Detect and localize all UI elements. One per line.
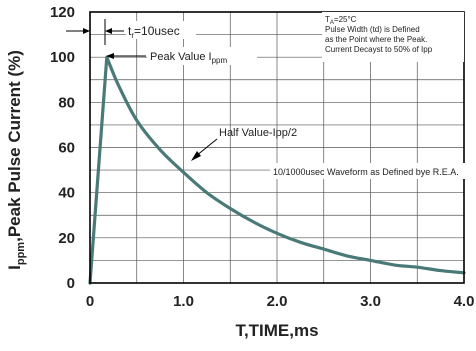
conditions-box-bg xyxy=(322,12,464,62)
x-axis-label: T,TIME,ms xyxy=(235,321,318,340)
x-tick-label: 4.0 xyxy=(454,293,475,310)
rise-time-arrowhead-left xyxy=(83,28,90,34)
peak-value-annotation: Peak Value Ippm xyxy=(106,47,257,65)
rise-time-label-bg xyxy=(126,21,196,39)
y-tick-label: 60 xyxy=(58,140,75,157)
peak-value-label: Peak Value Ippm xyxy=(150,51,227,65)
x-tick-label: 0 xyxy=(86,293,94,310)
waveform-note-bg xyxy=(270,163,465,179)
y-axis-label-rest: ,Peak Pulse Current (%) xyxy=(5,50,24,242)
rise-time-label: tr=10usec xyxy=(128,24,180,40)
y-tick-label: 100 xyxy=(50,49,75,66)
conditions-line-4: Current Decayst to 50% of Ipp xyxy=(325,45,433,54)
half-value-annotation: Half Value-Ipp/2 xyxy=(191,127,297,161)
conditions-line-2: Pulse Width (td) is Defined xyxy=(325,25,420,34)
conditions-line-1: TA=25°C xyxy=(325,15,357,26)
y-tick-label: 120 xyxy=(50,4,75,21)
x-tick-label: 3.0 xyxy=(360,293,381,310)
y-axis-label: Ippm,Peak Pulse Current (%) xyxy=(5,50,27,270)
y-tick-label: 40 xyxy=(58,185,75,202)
x-tick-labels: 0 1.0 2.0 3.0 4.0 xyxy=(86,293,475,310)
series-line xyxy=(88,55,466,285)
y-tick-labels: 0 20 40 60 80 100 120 xyxy=(50,4,75,292)
x-tick-label: 1.0 xyxy=(173,293,194,310)
peak-label-bg xyxy=(147,47,257,65)
conditions-box: TA=25°C Pulse Width (td) is Defined as t… xyxy=(322,12,464,62)
half-value-arrowhead xyxy=(191,151,201,161)
conditions-line-3: as the Point where the Peak. xyxy=(325,35,427,44)
half-value-arrow-line xyxy=(195,138,218,157)
rise-time-arrowhead-right xyxy=(105,28,112,34)
rise-time-annotation: tr=10usec xyxy=(66,19,196,45)
y-axis-label-main: I xyxy=(5,265,24,270)
y-tick-label: 20 xyxy=(58,230,75,247)
x-tick-label: 2.0 xyxy=(267,293,288,310)
series-layer xyxy=(88,55,466,285)
half-value-label: Half Value-Ipp/2 xyxy=(219,127,297,139)
peak-arrowhead xyxy=(106,53,114,59)
y-axis-label-sub: ppm xyxy=(15,242,27,265)
y-tick-label: 0 xyxy=(67,275,75,292)
y-tick-label: 80 xyxy=(58,94,75,111)
waveform-note: 10/1000usec Waveform as Defined bye R.E.… xyxy=(273,167,459,177)
plot-frame xyxy=(89,11,465,284)
